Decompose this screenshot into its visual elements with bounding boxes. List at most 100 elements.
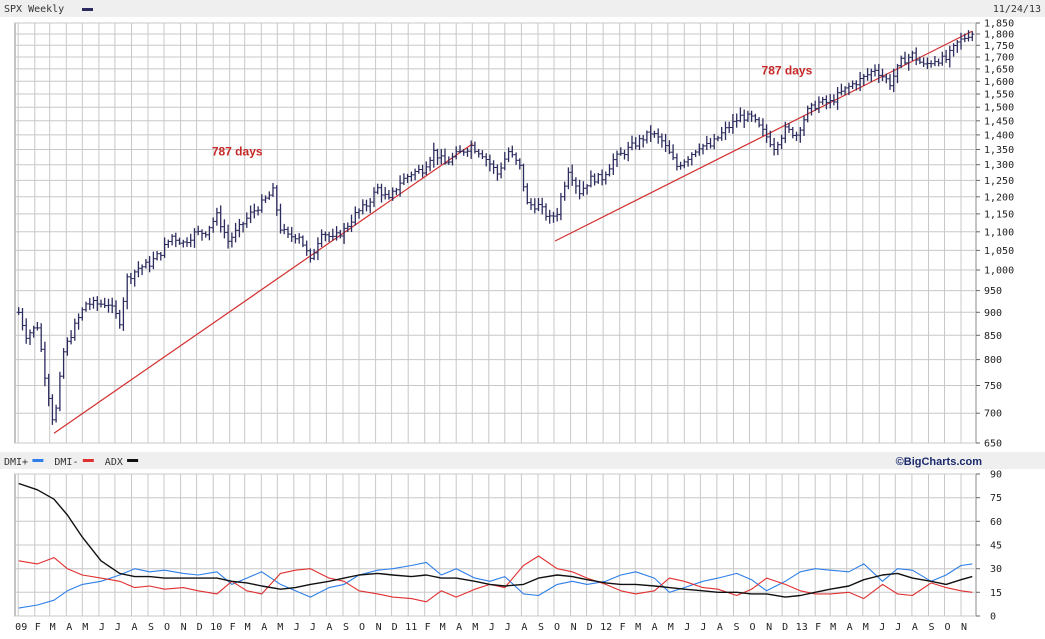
x-tick-label: M: [50, 622, 56, 633]
price-y-tick-label: 1,750: [984, 41, 1014, 52]
x-tick-label: S: [733, 622, 739, 633]
x-tick-label: S: [928, 622, 934, 633]
x-tick-label: A: [717, 622, 723, 633]
x-tick-label: 10: [210, 622, 222, 633]
series-line-adx: [18, 482, 973, 598]
indicator-y-tick-label: 45: [990, 541, 1002, 552]
x-tick-label: M: [440, 622, 446, 633]
x-tick-label: S: [148, 622, 154, 633]
trendline: [554, 30, 973, 242]
x-tick-label: F: [35, 622, 41, 633]
price-y-tick-label: 1,300: [984, 160, 1014, 171]
x-tick-label: F: [425, 622, 431, 633]
price-y-tick-label: 1,500: [984, 103, 1014, 114]
legend-swatch-dmi: [32, 459, 44, 462]
price-y-tick-label: 1,400: [984, 130, 1014, 141]
x-tick-label: J: [684, 622, 690, 633]
indicator-y-tick-label: 60: [990, 517, 1002, 528]
x-tick-label: J: [99, 622, 105, 633]
x-tick-label: J: [700, 622, 706, 633]
x-tick-label: 11: [405, 622, 417, 633]
legend-swatch-adx: [127, 459, 139, 462]
trendline: [53, 143, 474, 434]
x-tick-label: S: [538, 622, 544, 633]
indicator-y-tick-label: 90: [990, 470, 1002, 481]
price-y-tick-label: 1,650: [984, 64, 1014, 75]
x-tick-label: O: [164, 622, 170, 633]
price-y-tick-label: 1,100: [984, 227, 1014, 238]
x-tick-label: M: [668, 622, 674, 633]
x-tick-label: F: [620, 622, 626, 633]
x-tick-label: D: [587, 622, 593, 633]
price-y-tick-label: 750: [984, 381, 1002, 392]
legend-label-adx: ADX: [105, 457, 123, 468]
x-tick-label: N: [571, 622, 577, 633]
price-y-tick-label: 1,600: [984, 77, 1014, 88]
x-tick-label: 12: [600, 622, 612, 633]
x-tick-label: A: [131, 622, 137, 633]
indicator-y-axis: 90 75 60 45 30 15 0: [976, 470, 1002, 623]
indicator-y-tick-label: 30: [990, 564, 1002, 575]
price-y-tick-label: 1,550: [984, 90, 1014, 101]
x-tick-label: A: [261, 622, 267, 633]
price-y-tick-label: 1,050: [984, 246, 1014, 257]
legend-label-dmi: DMI-: [54, 457, 78, 468]
indicator-header-band: [0, 452, 1045, 469]
price-y-tick-label: 1,200: [984, 192, 1014, 203]
annotations: 787 days 787 days: [212, 63, 813, 158]
x-tick-label: M: [830, 622, 836, 633]
x-tick-label: N: [181, 622, 187, 633]
price-y-tick-label: 1,450: [984, 116, 1014, 127]
x-tick-label: A: [521, 622, 527, 633]
x-tick-label: M: [635, 622, 641, 633]
price-y-tick-label: 700: [984, 409, 1002, 420]
x-tick-label: J: [505, 622, 511, 633]
x-tick-label: J: [895, 622, 901, 633]
x-tick-label: J: [294, 622, 300, 633]
indicator-y-tick-label: 75: [990, 493, 1002, 504]
series-line-dmi: [18, 561, 973, 609]
indicator-legend: DMI+ DMI- ADX: [4, 457, 139, 468]
x-tick-label: J: [310, 622, 316, 633]
x-tick-label: A: [66, 622, 72, 633]
price-y-tick-label: 650: [984, 439, 1002, 450]
price-y-tick-label: 1,150: [984, 209, 1014, 220]
x-tick-label: M: [472, 622, 478, 633]
x-tick-label: N: [766, 622, 772, 633]
price-grid: [15, 22, 976, 444]
price-bars: [16, 30, 975, 425]
x-tick-label: O: [554, 622, 560, 633]
price-y-tick-label: 1,850: [984, 19, 1014, 30]
x-tick-label: J: [489, 622, 495, 633]
x-tick-label: A: [912, 622, 918, 633]
price-y-tick-label: 900: [984, 308, 1002, 319]
x-tick-label: M: [277, 622, 283, 633]
x-tick-label: D: [782, 622, 788, 633]
brand-label: ©BigCharts.com: [896, 456, 983, 468]
x-tick-label: A: [847, 622, 853, 633]
x-tick-label: A: [456, 622, 462, 633]
price-legend-swatch: [82, 8, 93, 11]
x-tick-label: F: [230, 622, 236, 633]
price-y-tick-label: 1,700: [984, 53, 1014, 64]
x-tick-label: A: [652, 622, 658, 633]
annotation-787-days: 787 days: [212, 145, 263, 159]
x-tick-label: N: [961, 622, 967, 633]
price-panel: [14, 22, 977, 444]
price-y-tick-label: 1,800: [984, 30, 1014, 41]
date-label: 11/24/13: [993, 4, 1041, 15]
price-y-tick-label: 950: [984, 286, 1002, 297]
price-y-tick-label: 800: [984, 355, 1002, 366]
x-tick-label: O: [359, 622, 365, 633]
x-tick-label: N: [376, 622, 382, 633]
x-tick-label: O: [944, 622, 950, 633]
x-tick-label: J: [115, 622, 121, 633]
x-tick-label: M: [863, 622, 869, 633]
legend-swatch-dmi: [82, 459, 94, 462]
legend-label-dmi: DMI+: [4, 457, 28, 468]
x-tick-label: A: [326, 622, 332, 633]
series-line-dmi: [18, 555, 973, 603]
